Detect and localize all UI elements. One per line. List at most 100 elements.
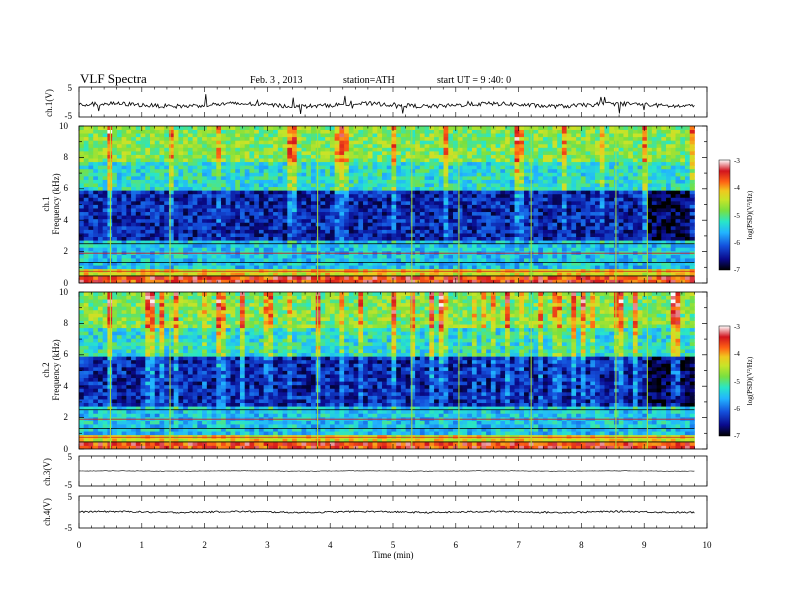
spectrogram-cell <box>112 186 118 191</box>
spectrogram-cell <box>150 193 156 198</box>
spectrogram-cell <box>310 229 317 234</box>
spectrogram-cell <box>580 208 586 213</box>
spectrogram-cell <box>400 222 407 227</box>
spectrogram-cell <box>263 183 269 188</box>
spectrogram-cell <box>613 154 620 159</box>
spectrogram-cell <box>505 275 511 280</box>
spectrogram-cell <box>552 168 558 173</box>
spectrogram-cell <box>258 243 265 248</box>
spectrogram-cell <box>561 233 568 238</box>
spectrogram-cell <box>287 161 293 166</box>
spectrogram-cell <box>235 168 241 173</box>
spectrogram-cell <box>495 172 501 177</box>
spectrogram-cell <box>235 268 241 273</box>
spectrogram-cell <box>481 154 487 159</box>
spectrogram-cell <box>235 247 241 252</box>
spectrogram-cell <box>202 258 208 262</box>
spectrogram-cell <box>684 158 691 163</box>
spectrogram-cell <box>590 190 596 195</box>
spectrogram-cell <box>462 165 468 170</box>
spectrogram-cell <box>670 165 676 170</box>
spectrogram-cell <box>372 197 378 202</box>
spectrogram-cell <box>173 258 179 262</box>
spectrogram-cell <box>391 218 397 223</box>
spectrogram-cell <box>339 272 345 277</box>
spectrogram-cell <box>168 154 175 159</box>
spectrogram-cell <box>164 233 170 238</box>
spectrogram-cell <box>320 165 326 170</box>
spectrogram-cell <box>509 229 515 234</box>
spectrogram-cell <box>121 279 127 283</box>
spectrogram-cell <box>367 275 373 280</box>
spectrogram-cell <box>358 272 364 277</box>
spectrogram-cell <box>647 240 653 245</box>
spectrogram-cell <box>320 204 326 209</box>
spectrogram-cell <box>154 225 160 230</box>
spectrogram-cell <box>438 247 444 252</box>
spectrogram-cell <box>367 168 373 173</box>
spectrogram-cell <box>230 240 236 245</box>
spectrogram-cell <box>642 186 648 191</box>
spectrogram-cell <box>206 183 212 188</box>
spectrogram-cell <box>495 222 501 227</box>
spectrogram-cell <box>315 279 321 283</box>
spectrogram-cell <box>609 165 615 170</box>
spectrogram-cell <box>249 236 255 241</box>
spectrogram-cell <box>348 190 354 195</box>
spectrogram-cell <box>225 179 231 184</box>
spectrogram-cell <box>353 208 359 213</box>
spectrogram-cell <box>396 172 402 177</box>
spectrogram-cell <box>628 233 634 238</box>
spectrogram-cell <box>197 158 203 163</box>
spectrogram-cell <box>183 175 189 180</box>
spectrogram-cell <box>524 204 530 209</box>
spectrogram-cell <box>457 183 463 188</box>
spectrogram-cell <box>282 215 288 220</box>
spectrogram-cell <box>642 165 648 170</box>
spectrogram-cell <box>221 197 227 202</box>
spectrogram-cell <box>97 215 104 220</box>
spectrogram-cell <box>505 236 511 241</box>
spectrogram-cell <box>651 275 657 280</box>
spectrogram-cell <box>282 268 288 273</box>
spectrogram-cell <box>448 179 454 184</box>
spectrogram-cell <box>609 258 615 262</box>
spectrogram-cell <box>168 211 175 216</box>
spectrogram-cell <box>135 147 141 152</box>
spectrogram-cell <box>339 208 345 213</box>
spectrogram-cell <box>585 168 591 173</box>
spectrogram-cell <box>197 229 203 234</box>
spectrogram-cell <box>150 275 156 280</box>
spectrogram-cell <box>116 279 122 283</box>
spectrogram-cell <box>273 215 279 220</box>
spectrogram-cell <box>419 168 425 173</box>
spectrogram-cell <box>358 190 364 195</box>
spectrogram-cell <box>434 247 440 252</box>
spectrogram-cell <box>211 175 217 180</box>
spectrogram-cell <box>595 179 601 184</box>
spectrogram-cell <box>542 240 549 245</box>
spectrogram-cell <box>628 204 634 209</box>
spectrogram-cell <box>358 240 364 245</box>
spectrogram-cell <box>557 236 563 241</box>
spectrogram-cell <box>216 254 222 259</box>
spectrogram-cell <box>131 275 137 280</box>
spectrogram-cell <box>325 236 331 241</box>
spectrogram-cell <box>135 261 141 266</box>
spectrogram-cell <box>102 243 108 248</box>
spectrogram-cell <box>410 179 416 184</box>
spectrogram-cell <box>353 229 359 234</box>
spectrogram-cell <box>542 204 549 209</box>
spectrogram-cell <box>642 229 648 234</box>
spectrogram-cell <box>202 261 208 266</box>
spectrogram-cell <box>358 154 364 159</box>
spectrogram-cell <box>595 204 601 209</box>
spectrogram-cell <box>580 165 586 170</box>
spectrogram-cell <box>258 200 265 205</box>
spectrogram-cell <box>533 236 539 241</box>
spectrogram-cell <box>514 172 520 177</box>
spectrogram-cell <box>83 165 89 170</box>
spectrogram-cell <box>306 190 312 195</box>
spectrogram-cell <box>467 268 473 273</box>
spectrogram-cell <box>187 186 194 191</box>
